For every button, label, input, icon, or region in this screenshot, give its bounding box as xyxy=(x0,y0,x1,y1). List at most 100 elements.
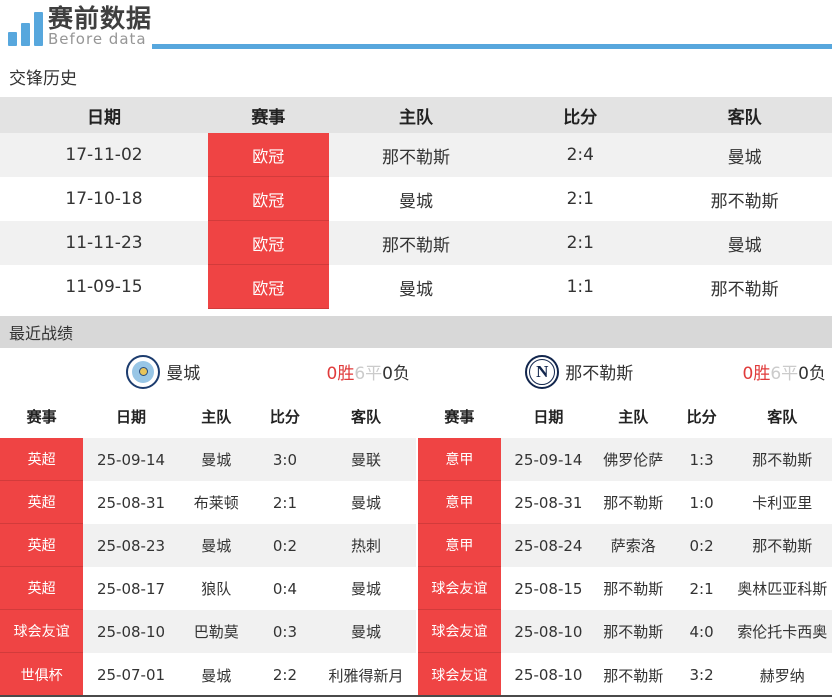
match-date: 25-08-24 xyxy=(514,536,583,555)
match-score: 3:0 xyxy=(272,450,297,469)
match-date: 11-09-15 xyxy=(65,277,143,297)
header-divider-line xyxy=(152,44,832,49)
h2h-table-body: 17-11-02 欧冠 那不勒斯 2:4 曼城 17-10-18 欧冠 曼城 2… xyxy=(0,133,832,309)
recent-right-body: 意甲 25-09-14 佛罗伦萨 1:3 那不勒斯 意甲 25-08-31 那不… xyxy=(418,438,832,695)
competition-badge: 英超 xyxy=(0,567,84,611)
brand-title: 赛前数据 xyxy=(48,4,153,33)
away-team: 曼城 xyxy=(351,580,382,599)
away-team: 卡利亚里 xyxy=(752,494,813,513)
home-team: 那不勒斯 xyxy=(381,235,450,256)
away-team: 热刺 xyxy=(351,537,382,556)
away-team: 那不勒斯 xyxy=(710,279,779,300)
away-team: 赫罗纳 xyxy=(759,666,805,685)
home-team: 狼队 xyxy=(201,580,232,599)
home-team: 萨索洛 xyxy=(610,537,656,556)
home-team: 曼城 xyxy=(398,191,433,212)
home-team: 那不勒斯 xyxy=(603,494,664,513)
away-team: 曼城 xyxy=(727,235,762,256)
away-team: 利雅得新月 xyxy=(328,666,404,685)
recent-table-row: 球会友谊 25-08-10 巴勒莫 0:3 曼城 xyxy=(0,610,416,654)
home-team: 巴勒莫 xyxy=(193,623,239,642)
match-score: 1:0 xyxy=(689,493,714,512)
h2h-table: 日期 赛事 主队 比分 客队 17-11-02 欧冠 那不勒斯 2:4 曼城 1… xyxy=(0,97,832,309)
away-team: 那不勒斯 xyxy=(752,451,813,470)
match-score: 0:2 xyxy=(272,536,297,555)
competition-badge: 球会友谊 xyxy=(0,610,84,654)
wins-count: 0胜 xyxy=(326,364,355,384)
match-score: 2:1 xyxy=(689,579,714,598)
match-score: 2:1 xyxy=(566,189,594,209)
col-score: 比分 xyxy=(686,408,717,426)
match-date: 17-11-02 xyxy=(65,145,143,165)
match-date: 25-08-10 xyxy=(514,666,583,685)
col-date: 日期 xyxy=(116,408,147,426)
draws-count: 6平 xyxy=(770,364,799,384)
recent-table-row: 球会友谊 25-08-10 那不勒斯 3:2 赫罗纳 xyxy=(418,653,832,695)
h2h-col-competition: 赛事 xyxy=(251,107,286,128)
col-date: 日期 xyxy=(533,408,564,426)
match-date: 25-08-31 xyxy=(96,493,166,512)
competition-badge: 球会友谊 xyxy=(418,567,501,611)
away-team: 曼城 xyxy=(727,147,762,168)
away-team: 奥林匹亚科斯 xyxy=(737,580,828,599)
home-team: 那不勒斯 xyxy=(603,623,664,642)
recent-table-row: 球会友谊 25-08-10 那不勒斯 4:0 索伦托卡西奥 xyxy=(418,610,832,654)
col-away: 客队 xyxy=(351,408,382,426)
recent-table-left: 赛事 日期 主队 比分 客队 英超 25-09-14 曼城 3:0 曼联 xyxy=(0,395,416,695)
home-team: 曼城 xyxy=(201,666,232,685)
competition-badge: 意甲 xyxy=(418,524,501,568)
bar-chart-logo-icon xyxy=(8,10,43,46)
match-score: 2:2 xyxy=(272,666,297,685)
match-score: 0:3 xyxy=(272,622,297,641)
match-date: 25-09-14 xyxy=(514,450,583,469)
team-summary-right: N 那不勒斯 0胜6平0负 xyxy=(416,348,832,395)
competition-badge: 世俱杯 xyxy=(0,653,84,695)
h2h-col-home: 主队 xyxy=(398,107,433,128)
match-date: 25-09-14 xyxy=(96,450,166,469)
team-summary-row: 曼城 0胜6平0负 N 那不勒斯 0胜6平0负 xyxy=(0,348,832,395)
match-date: 25-08-15 xyxy=(514,579,583,598)
home-team: 佛罗伦萨 xyxy=(603,451,664,470)
recent-table-right: 赛事 日期 主队 比分 客队 意甲 25-09-14 佛罗伦萨 1:3 那不勒斯 xyxy=(416,395,832,695)
col-home: 主队 xyxy=(201,408,232,426)
home-team: 曼城 xyxy=(201,451,232,470)
col-competition: 赛事 xyxy=(444,408,475,426)
losses-count: 0负 xyxy=(382,364,410,384)
match-date: 25-08-17 xyxy=(96,579,166,598)
brand-subtitle: Before data xyxy=(48,30,147,49)
match-score: 3:2 xyxy=(689,666,714,685)
competition-badge: 意甲 xyxy=(418,438,501,482)
col-home: 主队 xyxy=(618,408,649,426)
team-name-left: 曼城 xyxy=(166,364,201,384)
competition-badge: 英超 xyxy=(0,481,84,525)
competition-badge: 英超 xyxy=(0,524,84,568)
competition-badge: 欧冠 xyxy=(208,177,329,221)
recent-table-row: 世俱杯 25-07-01 曼城 2:2 利雅得新月 xyxy=(0,653,416,695)
competition-badge: 英超 xyxy=(0,438,84,482)
col-competition: 赛事 xyxy=(26,408,57,426)
match-date: 25-08-23 xyxy=(96,536,166,555)
recent-table-row: 意甲 25-08-24 萨索洛 0:2 那不勒斯 xyxy=(418,524,832,568)
match-date: 17-10-18 xyxy=(65,189,143,209)
h2h-section-title: 交锋历史 xyxy=(9,69,77,89)
home-team: 布莱顿 xyxy=(193,494,239,513)
match-score: 2:4 xyxy=(566,145,594,165)
h2h-table-row: 11-09-15 欧冠 曼城 1:1 那不勒斯 xyxy=(0,265,832,309)
team-name-right: 那不勒斯 xyxy=(565,364,634,384)
match-score: 4:0 xyxy=(689,622,714,641)
competition-badge: 球会友谊 xyxy=(418,610,501,654)
competition-badge: 欧冠 xyxy=(208,221,329,265)
recent-table-row: 英超 25-09-14 曼城 3:0 曼联 xyxy=(0,438,416,482)
wins-count: 0胜 xyxy=(742,364,771,384)
home-team: 那不勒斯 xyxy=(603,666,664,685)
away-team: 那不勒斯 xyxy=(752,537,813,556)
h2h-col-away: 客队 xyxy=(727,107,762,128)
home-team: 曼城 xyxy=(398,279,433,300)
team-summary-left: 曼城 0胜6平0负 xyxy=(0,348,416,395)
team-record-right: 0胜6平0负 xyxy=(743,359,826,384)
away-team: 曼联 xyxy=(351,451,382,470)
home-team: 曼城 xyxy=(201,537,232,556)
competition-badge: 意甲 xyxy=(418,481,501,525)
recent-table-row: 英超 25-08-23 曼城 0:2 热刺 xyxy=(0,524,416,568)
match-date: 25-08-10 xyxy=(514,622,583,641)
